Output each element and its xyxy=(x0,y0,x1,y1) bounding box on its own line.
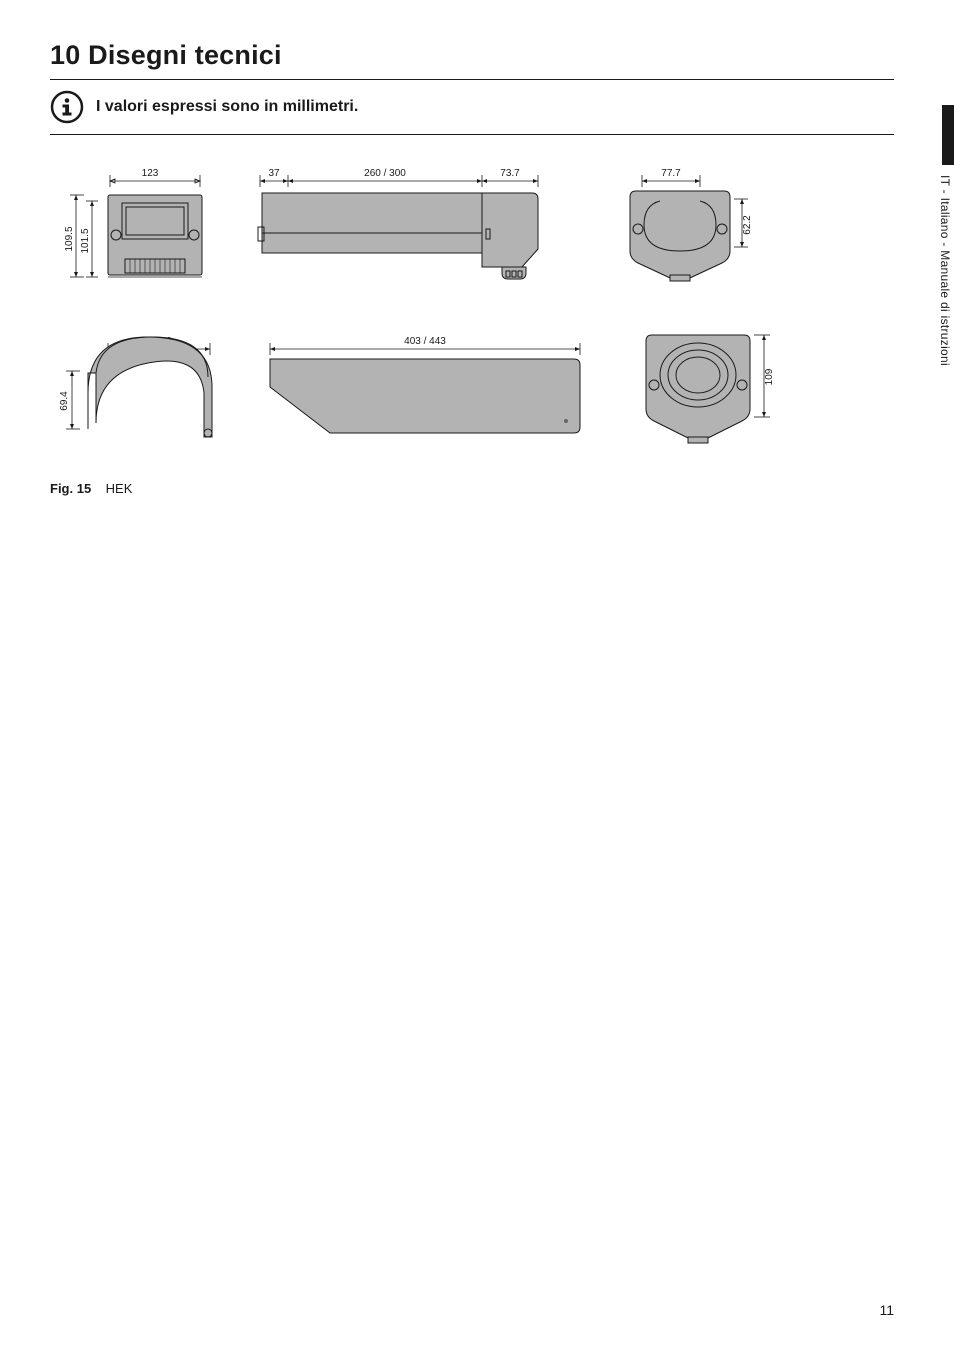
drawing-row-2: 124.6 69.4 403 / 443 xyxy=(50,319,894,449)
dim-label: 37 xyxy=(268,168,280,179)
drawing-rear: 77.7 62.2 xyxy=(600,159,780,289)
dim-label: 260 / 300 xyxy=(364,168,406,179)
drawing-row-1: 123 109.5 101.5 xyxy=(50,159,894,289)
dim-label: 69.4 xyxy=(59,391,70,411)
divider-mid xyxy=(50,134,894,135)
figure-caption: Fig. 15 HEK xyxy=(50,481,894,496)
dim-label: 101.5 xyxy=(80,228,91,253)
side-tab-text: IT - Italiano - Manuale di istruzioni xyxy=(938,175,952,366)
divider-top xyxy=(50,79,894,80)
figure-code: HEK xyxy=(106,481,133,496)
side-tab: IT - Italiano - Manuale di istruzioni xyxy=(930,105,954,445)
dim-label: 403 / 443 xyxy=(404,336,446,347)
drawing-front-top: 123 109.5 101.5 xyxy=(50,159,220,289)
info-icon xyxy=(50,90,84,124)
page: 10 Disegni tecnici I valori espressi son… xyxy=(0,0,954,1354)
info-text: I valori espressi sono in millimetri. xyxy=(96,98,358,116)
drawing-front: 109 xyxy=(620,319,800,449)
technical-drawings: 123 109.5 101.5 xyxy=(50,159,894,449)
dim-label: 123 xyxy=(142,168,159,179)
dim-label: 73.7 xyxy=(500,168,520,179)
dim-label: 109 xyxy=(764,368,775,385)
info-row: I valori espressi sono in millimetri. xyxy=(50,90,894,124)
page-number: 11 xyxy=(879,1302,894,1318)
dim-label: 62.2 xyxy=(742,215,753,235)
dim-label: 77.7 xyxy=(661,168,681,179)
drawing-bracket: 124.6 69.4 xyxy=(50,329,230,449)
drawing-side: 37 260 / 300 73.7 xyxy=(250,159,570,289)
dim-label: 109.5 xyxy=(64,226,75,251)
figure-label: Fig. 15 xyxy=(50,481,91,496)
drawing-full-side: 403 / 443 xyxy=(260,329,590,449)
side-tab-bar xyxy=(942,105,954,165)
section-heading: 10 Disegni tecnici xyxy=(50,40,894,71)
